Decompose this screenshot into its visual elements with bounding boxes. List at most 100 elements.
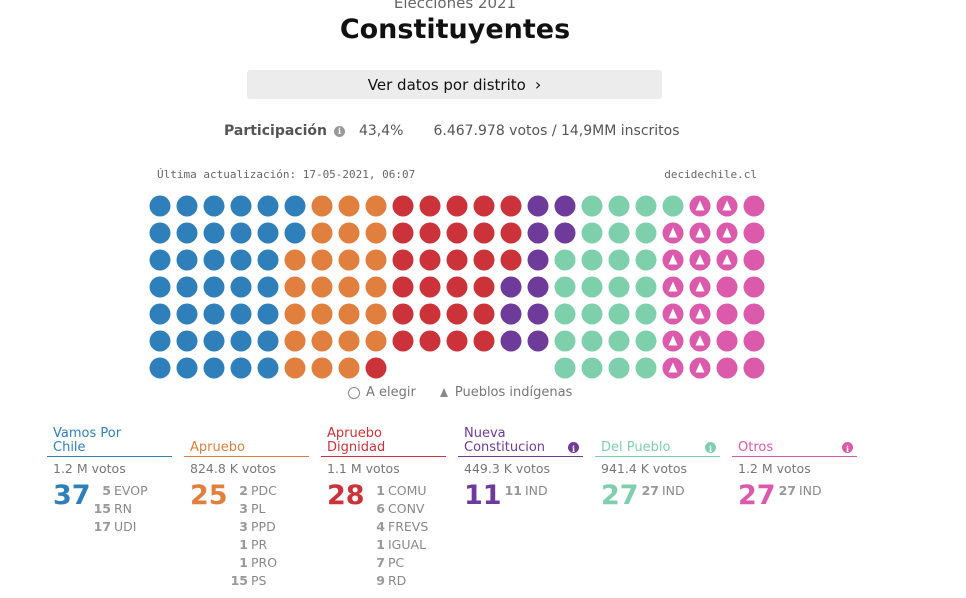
sub-party-row: 3 PPD xyxy=(226,520,277,538)
info-icon[interactable]: i xyxy=(333,125,345,137)
sub-party-seats: 3 xyxy=(239,501,248,516)
info-icon[interactable]: i xyxy=(568,442,579,454)
party-seat-total: 37 xyxy=(53,480,91,511)
sub-party-seats: 11 xyxy=(504,483,522,498)
participation-summary: Participación i 43,4% 6.467.978 votos / … xyxy=(224,123,680,139)
party-votes: 449.3 K votos xyxy=(464,461,551,476)
sub-party-seats: 15 xyxy=(230,573,248,588)
last-updated: Última actualización: 17-05-2021, 06:07 xyxy=(157,168,416,181)
seat-pueblo xyxy=(581,249,603,271)
party-pueblo[interactable]: Del Pueblo i 941.4 K votos 27 27 IND xyxy=(595,425,720,511)
sub-party-name: PDC xyxy=(251,483,277,498)
seat-dignidad xyxy=(392,276,414,298)
seat-dignidad xyxy=(446,195,468,217)
indigenous-triangle-icon xyxy=(695,362,705,373)
sub-party-row: 15 RN xyxy=(89,502,148,520)
seat-pueblo xyxy=(581,357,603,379)
sub-party-row: 1 IGUAL xyxy=(363,538,428,556)
seat-vamos xyxy=(176,303,198,325)
seat-apruebo xyxy=(365,303,387,325)
seat-vamos xyxy=(149,330,171,352)
seat-vamos xyxy=(230,330,252,352)
seat-apruebo xyxy=(284,303,306,325)
seat-nueva xyxy=(527,195,549,217)
sub-party-name: IND xyxy=(799,483,822,498)
indigenous-triangle-icon xyxy=(695,281,705,292)
party-otros[interactable]: Otros i 1.2 M votos 27 27 IND xyxy=(732,425,857,511)
party-dignidad[interactable]: Apruebo Dignidad 1.1 M votos 28 1 COMU 6 CONV 4… xyxy=(321,425,446,592)
seat-vamos xyxy=(230,222,252,244)
seat-dignidad xyxy=(419,222,441,244)
sub-party-name: RD xyxy=(388,573,407,588)
seat-vamos xyxy=(257,195,279,217)
seat-vamos xyxy=(176,222,198,244)
sub-party-seats: 2 xyxy=(239,483,248,498)
party-nueva[interactable]: Nueva Constitucion i 449.3 K votos 11 11 IND xyxy=(458,425,583,511)
sub-party-seats: 9 xyxy=(376,573,385,588)
info-icon[interactable]: i xyxy=(842,442,853,454)
info-icon[interactable]: i xyxy=(705,442,716,454)
page-title: Constituyentes xyxy=(339,14,571,45)
seat-dignidad xyxy=(446,330,468,352)
seat-dignidad xyxy=(419,195,441,217)
seat-vamos xyxy=(257,330,279,352)
seat-pueblo xyxy=(581,222,603,244)
source-link[interactable]: decidechile.cl xyxy=(664,168,757,181)
seat-vamos xyxy=(176,330,198,352)
seat-apruebo xyxy=(338,303,360,325)
party-name-label: Nueva Constitucion xyxy=(464,426,546,455)
sub-party-seats: 27 xyxy=(778,483,796,498)
seat-pueblo xyxy=(608,303,630,325)
district-data-button[interactable]: Ver datos por distrito › xyxy=(247,70,662,99)
seat-pueblo xyxy=(554,330,576,352)
chevron-right-icon: › xyxy=(534,75,542,94)
party-vamos[interactable]: Vamos Por Chile 1.2 M votos 37 5 EVOP 15 RN 17 U… xyxy=(47,425,172,538)
sub-party-row: 5 EVOP xyxy=(89,483,147,502)
seat-apruebo xyxy=(284,276,306,298)
party-apruebo[interactable]: Apruebo 824.8 K votos 25 2 PDC 3 PL 3 PPD 1 PR 1 PRO… xyxy=(184,425,309,592)
seat-vamos xyxy=(230,303,252,325)
seat-vamos xyxy=(149,276,171,298)
seat-dignidad xyxy=(419,303,441,325)
seat-apruebo xyxy=(365,276,387,298)
sub-party-row: 6 CONV xyxy=(363,502,428,520)
seat-dignidad xyxy=(473,276,495,298)
indigenous-triangle-icon xyxy=(695,227,705,238)
sub-party-seats: 5 xyxy=(102,483,111,498)
party-votes: 1.2 M votos xyxy=(53,461,126,476)
seat-vamos xyxy=(149,249,171,271)
participation-label: Participación xyxy=(224,123,327,139)
seat-pueblo xyxy=(608,276,630,298)
seat-pueblo xyxy=(635,195,657,217)
seat-dignidad xyxy=(419,330,441,352)
seat-vamos xyxy=(176,249,198,271)
seat-dignidad xyxy=(446,276,468,298)
seat-pueblo xyxy=(608,330,630,352)
seat-pueblo xyxy=(635,303,657,325)
indigenous-triangle-icon xyxy=(695,200,705,211)
seat-otros xyxy=(716,357,738,379)
seat-nueva xyxy=(527,222,549,244)
seat-vamos xyxy=(257,276,279,298)
seat-dignidad xyxy=(419,249,441,271)
party-name-label: Del Pueblo xyxy=(601,440,671,455)
seat-apruebo xyxy=(311,249,333,271)
seat-pueblo xyxy=(581,330,603,352)
sub-party-row: 27 IND xyxy=(774,484,822,502)
seat-dignidad xyxy=(365,357,387,379)
seat-otros xyxy=(743,195,765,217)
seat-dignidad xyxy=(473,303,495,325)
party-name: Nueva Constitucion i xyxy=(458,425,583,457)
seat-vamos xyxy=(176,195,198,217)
sub-party-name: IGUAL xyxy=(388,537,427,552)
seat-vamos xyxy=(149,195,171,217)
seat-vamos xyxy=(257,357,279,379)
seat-dignidad xyxy=(392,249,414,271)
seat-vamos xyxy=(230,249,252,271)
seat-apruebo xyxy=(338,276,360,298)
seat-vamos xyxy=(149,303,171,325)
sub-party-seats: 1 xyxy=(376,537,385,552)
party-seat-total: 11 xyxy=(464,480,502,511)
party-name: Vamos Por Chile xyxy=(47,425,172,457)
